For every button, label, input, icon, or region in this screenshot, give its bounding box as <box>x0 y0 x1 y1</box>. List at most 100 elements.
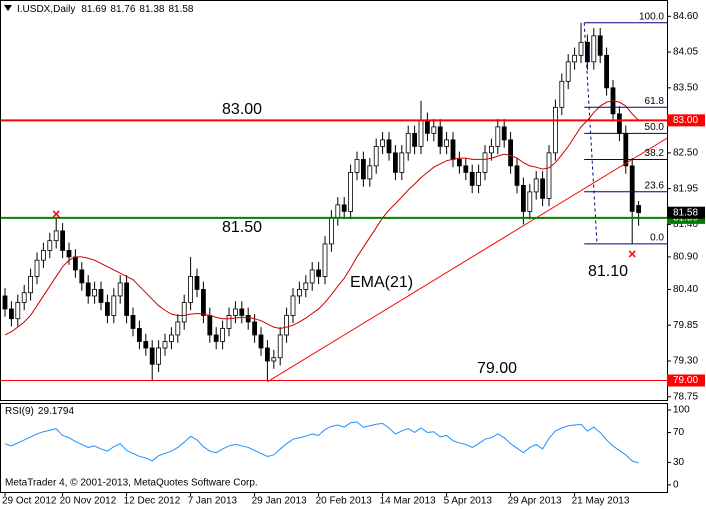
fibo-label: 38.2 <box>645 148 665 159</box>
candle-body <box>130 315 136 329</box>
symbol: I.USDX,Daily <box>17 4 75 15</box>
candle-body <box>53 230 59 242</box>
candle-body <box>143 341 149 349</box>
candle-body <box>322 243 328 277</box>
candle-body <box>232 308 238 316</box>
menu-icon[interactable] <box>4 5 12 11</box>
candle-body <box>105 302 110 316</box>
y-tick-label: 80.90 <box>673 252 698 263</box>
candle-body <box>284 315 290 336</box>
candle-body <box>220 328 226 342</box>
candle-body <box>252 321 258 336</box>
fractal-marker <box>52 210 60 218</box>
y-tick-label: 82.50 <box>673 148 698 159</box>
candle-body <box>200 289 206 316</box>
fractal-marker <box>628 250 636 258</box>
candle-body <box>335 204 341 219</box>
candle-body <box>521 184 526 212</box>
candle-body <box>8 308 14 320</box>
candle-body <box>111 295 117 316</box>
candle-body <box>41 250 46 261</box>
candle-body <box>482 152 488 173</box>
candle-body <box>156 347 162 365</box>
candle-body <box>348 171 354 212</box>
candle-body <box>418 119 424 147</box>
candle-body <box>617 113 622 134</box>
ema-line <box>4 100 639 336</box>
chart-title: I.USDX,Daily 81.69 81.76 81.38 81.58 <box>17 4 194 15</box>
y-tick-label: 83.50 <box>673 82 698 93</box>
candle-body <box>85 282 91 297</box>
candle-body <box>28 276 34 294</box>
y-tick-label: 81.40 <box>673 219 698 230</box>
price-box <box>667 206 705 219</box>
candle-body <box>226 315 232 329</box>
y-tick-label: 79.30 <box>673 356 698 367</box>
level-price-label: 83.00 <box>673 115 698 126</box>
close-value: 81.58 <box>168 4 193 15</box>
candle-body <box>181 302 187 323</box>
candle-body <box>21 292 27 303</box>
candle-body <box>117 282 123 297</box>
candle-body <box>136 328 142 342</box>
candle-body <box>373 145 379 167</box>
candle-body <box>328 217 334 245</box>
fibo-label: 61.8 <box>645 96 665 107</box>
candle-body <box>47 240 53 251</box>
y-tick-label: 84.05 <box>673 47 698 58</box>
level-big-label: 81.50 <box>222 219 262 236</box>
candle-body <box>392 152 398 173</box>
candle-body <box>469 171 475 186</box>
candle-body <box>15 302 21 320</box>
low-value: 81.38 <box>139 4 164 15</box>
rsi-label: RSI(9) 29.1794 <box>5 406 74 417</box>
rsi-line <box>4 421 639 464</box>
fibo-label: 50.0 <box>645 122 665 133</box>
fibo-label: 0.0 <box>650 233 664 244</box>
candle-body <box>463 165 469 173</box>
y-tick-label: 78.75 <box>673 391 698 402</box>
candle-body <box>188 276 194 303</box>
candle-body <box>73 256 78 271</box>
candle-body <box>488 145 494 154</box>
candle-body <box>424 119 430 134</box>
candle-body <box>495 126 501 147</box>
candle-body <box>559 80 565 108</box>
rsi-tick-label: 70 <box>673 427 685 438</box>
level-price-box <box>667 114 705 127</box>
candle-body <box>316 269 322 277</box>
candle-body <box>565 61 571 82</box>
y-tick-label: 79.85 <box>673 320 698 331</box>
candle-body <box>239 308 245 316</box>
candle-body <box>149 347 155 365</box>
candle-body <box>175 321 181 336</box>
rsi-tick-label: 30 <box>673 457 685 468</box>
candle-body <box>60 230 65 251</box>
candle-body <box>367 165 373 180</box>
level-big-label: 83.00 <box>222 101 262 118</box>
candle-body <box>527 191 533 212</box>
rsi-value: 29.1794 <box>38 406 75 417</box>
candle-body <box>501 126 507 141</box>
candle-body <box>399 152 405 173</box>
x-tick-label: 21 May 2013 <box>572 496 630 507</box>
x-tick-label: 12 Dec 2012 <box>124 496 181 507</box>
level-price-label: 79.00 <box>673 375 698 386</box>
x-tick-label: 14 Mar 2013 <box>380 496 437 507</box>
candle-body <box>341 204 347 212</box>
candle-body <box>450 139 456 160</box>
candle-body <box>546 152 552 199</box>
open-value: 81.69 <box>81 4 106 15</box>
candle-body <box>380 139 386 147</box>
candle-body <box>533 178 539 193</box>
candle-body <box>34 259 40 277</box>
candle-body <box>437 126 443 147</box>
rsi-name: RSI(9) <box>5 406 34 417</box>
high-value: 81.76 <box>110 4 135 15</box>
candle-body <box>194 276 200 290</box>
candle-body <box>553 106 558 154</box>
candle-body <box>476 171 482 186</box>
fibo-label: 23.6 <box>645 180 665 191</box>
x-tick-label: 5 Apr 2013 <box>444 496 493 507</box>
